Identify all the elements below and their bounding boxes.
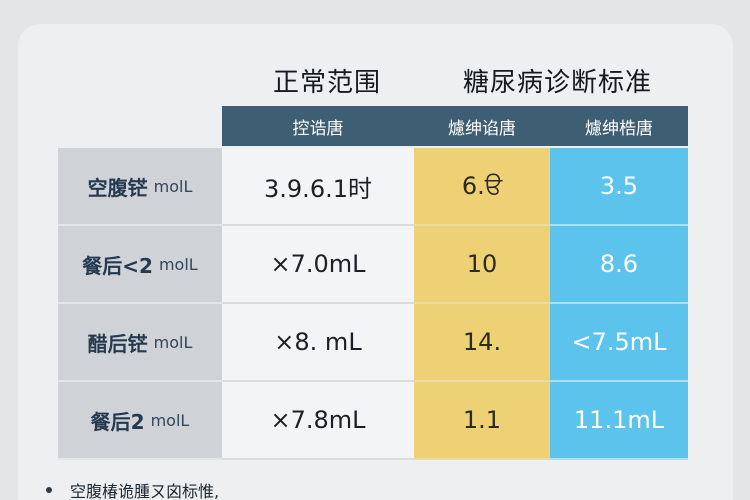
normal-value: ×8. mL <box>222 304 414 382</box>
normal-value: ×7.8mL <box>222 382 414 460</box>
row-label-unit: molL <box>153 332 193 352</box>
table-row: 空腹铓 molL 3.9.6.1时 6.ੳ 3.5 <box>58 148 688 226</box>
diabetes-value-2: 11.1mL <box>550 382 688 460</box>
normal-range-header: 正常范围 <box>272 68 381 98</box>
row-label: 空腹铓 molL <box>58 148 222 226</box>
subheader-diabetes-2: 爈绅梏唐 <box>550 106 688 148</box>
table-row: 醋后铓 molL ×8. mL 14. <7.5mL <box>58 304 688 382</box>
subheader-blank <box>58 106 222 148</box>
row-label-text: 醋后铓 <box>87 331 148 356</box>
diabetes-value-1: 1.1 <box>414 382 550 460</box>
diabetes-value-1: 14. <box>414 304 550 382</box>
bullet-icon <box>46 487 52 493</box>
table-row: 餐后<2 molL ×7.0mL 10 8.6 <box>58 226 688 304</box>
row-label-unit: molL <box>158 254 198 274</box>
subheader-normal: 控诰唐 <box>222 106 414 148</box>
table-row: 餐后2 molL ×7.8mL 1.1 11.1mL <box>58 382 688 460</box>
row-label: 醋后铓 molL <box>58 304 222 382</box>
footnote-text: 空腹椿诡腫ㄡ囟标惟, <box>70 482 220 500</box>
table-subheader-row: 控诰唐 爈绅谄唐 爈绅梏唐 <box>58 106 688 148</box>
diabetes-value-2: 8.6 <box>550 226 688 304</box>
normal-value: ×7.0mL <box>222 226 414 304</box>
subheader-diabetes-1: 爈绅谄唐 <box>414 106 550 148</box>
row-label: 餐后2 molL <box>58 382 222 460</box>
diabetes-value-1: 10 <box>414 226 550 304</box>
diabetes-value-2: 3.5 <box>550 148 688 226</box>
diabetes-criteria-header: 糖尿病诊断标准 <box>462 68 652 98</box>
row-label-unit: molL <box>153 176 193 196</box>
row-label: 餐后<2 molL <box>58 226 222 304</box>
normal-value: 3.9.6.1时 <box>222 148 414 226</box>
row-label-unit: molL <box>150 410 190 430</box>
diabetes-value-1: 6.ੳ <box>414 148 550 226</box>
glucose-table: 控诰唐 爈绅谄唐 爈绅梏唐 空腹铓 molL 3.9.6.1时 6.ੳ 3.5 … <box>58 106 688 460</box>
footnote: 空腹椿诡腫ㄡ囟标惟, <box>46 478 219 500</box>
row-label-text: 餐后<2 <box>82 253 153 278</box>
diabetes-value-2: <7.5mL <box>550 304 688 382</box>
row-label-text: 餐后2 <box>90 409 145 434</box>
row-label-text: 空腹铓 <box>87 175 148 200</box>
